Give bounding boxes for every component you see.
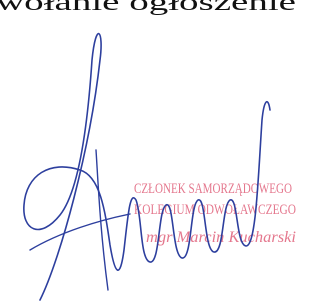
signature — [24, 34, 270, 300]
page: wołanie ogłoszenie CZŁONEK SAMORZĄDOWEGO… — [0, 0, 320, 305]
header-text: wołanie ogłoszenie — [0, 0, 296, 16]
stamp-line: KOLEGIUM ODWOŁAWCZEGO — [134, 202, 296, 218]
document-fragment: wołanie ogłoszenie CZŁONEK SAMORZĄDOWEGO… — [0, 0, 302, 305]
stamp-line: CZŁONEK SAMORZĄDOWEGO — [134, 181, 292, 197]
